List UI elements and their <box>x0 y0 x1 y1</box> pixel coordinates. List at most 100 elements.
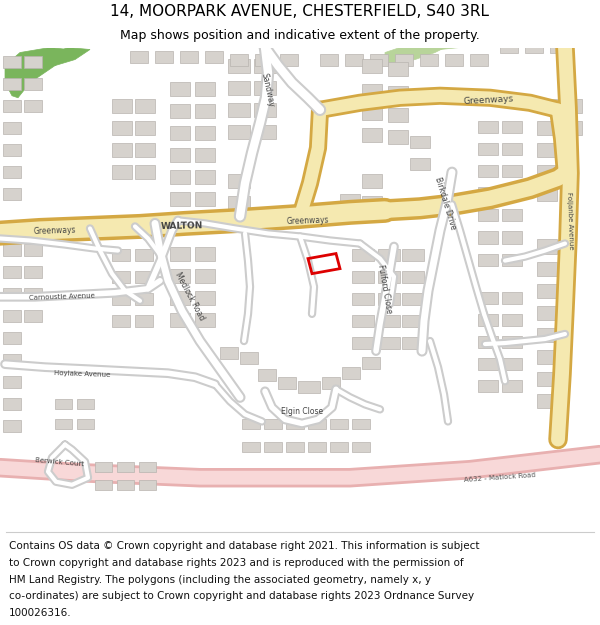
Polygon shape <box>228 81 250 95</box>
Polygon shape <box>170 313 190 327</box>
Polygon shape <box>478 292 498 304</box>
Polygon shape <box>402 315 424 327</box>
Polygon shape <box>537 262 557 276</box>
Text: Carnoustie Avenue: Carnoustie Avenue <box>29 292 95 301</box>
Polygon shape <box>3 122 21 134</box>
Polygon shape <box>135 121 155 135</box>
Text: Map shows position and indicative extent of the property.: Map shows position and indicative extent… <box>120 29 480 42</box>
Polygon shape <box>24 266 42 278</box>
Polygon shape <box>352 441 370 452</box>
Polygon shape <box>402 292 424 305</box>
Polygon shape <box>228 102 250 117</box>
Polygon shape <box>195 82 215 96</box>
Polygon shape <box>195 104 215 118</box>
Polygon shape <box>478 336 498 348</box>
Polygon shape <box>362 106 382 120</box>
Polygon shape <box>135 226 153 239</box>
Polygon shape <box>139 462 156 472</box>
Polygon shape <box>228 218 250 232</box>
Polygon shape <box>77 399 94 409</box>
Polygon shape <box>55 419 72 429</box>
Polygon shape <box>254 59 276 72</box>
Polygon shape <box>170 82 190 96</box>
Polygon shape <box>286 419 304 429</box>
Polygon shape <box>410 158 430 170</box>
Polygon shape <box>395 54 413 66</box>
Polygon shape <box>135 165 155 179</box>
Polygon shape <box>330 419 348 429</box>
Polygon shape <box>502 121 522 133</box>
Polygon shape <box>537 188 557 201</box>
Polygon shape <box>537 328 557 342</box>
Text: Sandway: Sandway <box>260 72 276 107</box>
Text: Foljanbe Avenue: Foljanbe Avenue <box>566 191 574 249</box>
Polygon shape <box>537 306 557 320</box>
Polygon shape <box>362 357 380 369</box>
Polygon shape <box>502 188 522 199</box>
Polygon shape <box>388 107 408 122</box>
Polygon shape <box>478 231 498 244</box>
Polygon shape <box>378 292 400 305</box>
Polygon shape <box>254 102 276 117</box>
Text: Berwick Court: Berwick Court <box>35 456 85 467</box>
Polygon shape <box>410 136 430 148</box>
Text: Greenways: Greenways <box>34 225 76 236</box>
Text: co-ordinates) are subject to Crown copyright and database rights 2023 Ordnance S: co-ordinates) are subject to Crown copyr… <box>9 591 474 601</box>
Polygon shape <box>3 354 21 366</box>
Polygon shape <box>352 315 374 327</box>
Polygon shape <box>502 292 522 304</box>
Text: A632 - Matlock Road: A632 - Matlock Road <box>464 472 536 483</box>
Polygon shape <box>562 121 582 135</box>
Polygon shape <box>112 99 132 113</box>
Polygon shape <box>240 352 258 364</box>
Text: Fulford Close: Fulford Close <box>376 264 394 314</box>
Polygon shape <box>170 104 190 118</box>
Polygon shape <box>388 86 408 100</box>
Polygon shape <box>320 54 338 66</box>
Polygon shape <box>478 188 498 199</box>
Polygon shape <box>362 59 382 72</box>
Polygon shape <box>3 244 21 256</box>
Polygon shape <box>170 192 190 206</box>
Polygon shape <box>400 48 460 58</box>
Polygon shape <box>3 144 21 156</box>
Polygon shape <box>230 54 248 66</box>
Polygon shape <box>420 54 438 66</box>
Polygon shape <box>24 288 42 300</box>
Polygon shape <box>378 271 400 282</box>
Polygon shape <box>330 441 348 452</box>
Polygon shape <box>112 292 130 305</box>
Polygon shape <box>112 165 132 179</box>
Polygon shape <box>112 121 132 135</box>
Polygon shape <box>537 350 557 364</box>
Polygon shape <box>352 292 374 305</box>
Polygon shape <box>470 54 488 66</box>
Polygon shape <box>117 462 134 472</box>
Polygon shape <box>117 480 134 490</box>
Polygon shape <box>502 143 522 155</box>
Text: WALTON: WALTON <box>161 221 203 231</box>
Polygon shape <box>195 148 215 162</box>
Polygon shape <box>550 41 568 52</box>
Polygon shape <box>352 337 374 349</box>
Text: Greenways: Greenways <box>287 215 329 226</box>
Polygon shape <box>402 249 424 261</box>
Polygon shape <box>322 378 340 389</box>
Polygon shape <box>195 192 215 206</box>
Polygon shape <box>537 239 557 254</box>
Polygon shape <box>228 59 250 72</box>
Polygon shape <box>3 188 21 200</box>
Polygon shape <box>3 421 21 432</box>
Polygon shape <box>502 231 522 244</box>
Polygon shape <box>135 143 155 157</box>
Polygon shape <box>278 378 296 389</box>
Polygon shape <box>388 62 408 76</box>
Polygon shape <box>525 41 543 52</box>
Polygon shape <box>562 99 582 113</box>
Polygon shape <box>352 249 374 261</box>
Polygon shape <box>3 398 21 411</box>
Polygon shape <box>170 170 190 184</box>
Text: Elgin Close: Elgin Close <box>281 407 323 416</box>
Polygon shape <box>280 54 298 66</box>
Polygon shape <box>258 369 276 381</box>
